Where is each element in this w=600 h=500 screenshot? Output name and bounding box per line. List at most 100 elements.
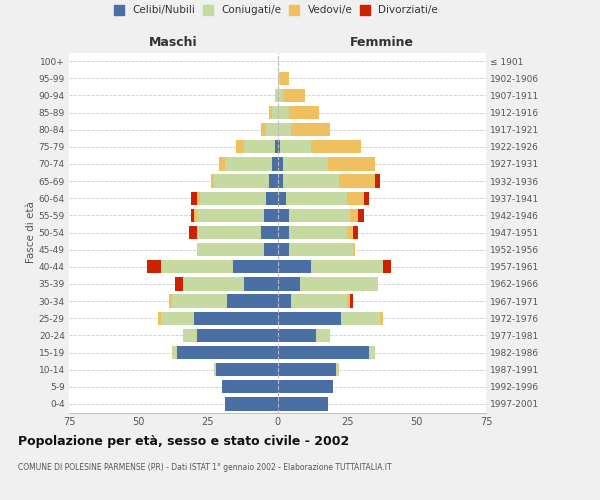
Bar xyxy=(300,277,377,290)
Bar xyxy=(277,72,280,85)
Bar xyxy=(375,174,380,188)
Bar xyxy=(172,294,227,308)
Bar xyxy=(277,243,289,256)
Legend: Celibi/Nubili, Coniugati/e, Vedovi/e, Divorziati/e: Celibi/Nubili, Coniugati/e, Vedovi/e, Di… xyxy=(114,5,438,15)
Bar xyxy=(219,157,224,170)
Bar xyxy=(347,226,353,239)
Bar xyxy=(283,88,305,102)
Bar xyxy=(380,312,383,325)
Bar xyxy=(172,346,178,359)
Bar xyxy=(269,106,272,119)
Bar xyxy=(280,140,311,153)
Bar xyxy=(194,208,197,222)
Bar xyxy=(311,260,383,274)
Bar xyxy=(289,106,319,119)
Bar xyxy=(161,260,233,274)
Text: Popolazione per età, sesso e stato civile - 2002: Popolazione per età, sesso e stato civil… xyxy=(18,435,349,448)
Bar xyxy=(358,208,364,222)
Bar xyxy=(292,123,331,136)
Text: Femmine: Femmine xyxy=(350,36,414,49)
Bar xyxy=(263,208,277,222)
Bar xyxy=(261,226,277,239)
Bar xyxy=(197,328,277,342)
Bar xyxy=(266,123,277,136)
Bar xyxy=(272,157,277,170)
Bar xyxy=(277,312,341,325)
Bar xyxy=(283,174,338,188)
Bar xyxy=(277,157,283,170)
Bar xyxy=(383,260,391,274)
Bar xyxy=(161,312,194,325)
Bar xyxy=(350,208,358,222)
Bar xyxy=(191,208,194,222)
Bar xyxy=(277,208,289,222)
Bar xyxy=(197,208,263,222)
Bar xyxy=(283,157,328,170)
Bar xyxy=(222,380,277,394)
Bar xyxy=(277,174,283,188)
Bar xyxy=(266,192,277,205)
Bar xyxy=(277,328,316,342)
Bar xyxy=(311,140,361,153)
Bar xyxy=(364,192,369,205)
Bar xyxy=(277,140,280,153)
Bar xyxy=(197,192,200,205)
Bar xyxy=(347,192,364,205)
Bar xyxy=(263,243,277,256)
Bar xyxy=(194,312,277,325)
Bar xyxy=(289,226,347,239)
Bar xyxy=(277,106,289,119)
Bar xyxy=(224,157,272,170)
Bar xyxy=(353,226,358,239)
Bar xyxy=(183,328,197,342)
Bar xyxy=(217,363,277,376)
Bar xyxy=(277,123,292,136)
Bar xyxy=(175,277,183,290)
Bar xyxy=(183,277,244,290)
Text: Maschi: Maschi xyxy=(149,36,197,49)
Bar xyxy=(341,312,380,325)
Y-axis label: Fasce di età: Fasce di età xyxy=(26,202,36,264)
Bar xyxy=(277,380,333,394)
Bar xyxy=(197,226,261,239)
Bar xyxy=(236,140,244,153)
Bar xyxy=(233,260,277,274)
Bar xyxy=(147,260,161,274)
Bar xyxy=(214,174,269,188)
Bar xyxy=(224,397,277,410)
Bar xyxy=(200,192,266,205)
Bar xyxy=(214,363,217,376)
Bar xyxy=(158,312,161,325)
Bar xyxy=(277,363,336,376)
Bar xyxy=(336,363,338,376)
Bar xyxy=(338,174,375,188)
Bar xyxy=(244,277,277,290)
Bar xyxy=(292,294,347,308)
Bar xyxy=(316,328,331,342)
Bar xyxy=(277,260,311,274)
Bar xyxy=(277,397,328,410)
Bar xyxy=(178,346,277,359)
Bar xyxy=(188,226,197,239)
Bar xyxy=(197,243,263,256)
Bar xyxy=(280,72,289,85)
Bar xyxy=(350,294,353,308)
Bar xyxy=(227,294,277,308)
Bar xyxy=(275,140,277,153)
Bar xyxy=(277,88,283,102)
Bar xyxy=(272,106,277,119)
Bar xyxy=(269,174,277,188)
Text: COMUNE DI POLESINE PARMENSE (PR) - Dati ISTAT 1° gennaio 2002 - Elaborazione TUT: COMUNE DI POLESINE PARMENSE (PR) - Dati … xyxy=(18,462,392,471)
Bar xyxy=(277,226,289,239)
Bar xyxy=(275,88,277,102)
Bar xyxy=(328,157,375,170)
Bar xyxy=(277,346,369,359)
Bar xyxy=(277,192,286,205)
Bar xyxy=(169,294,172,308)
Bar xyxy=(191,192,197,205)
Bar xyxy=(289,208,350,222)
Bar xyxy=(369,346,375,359)
Bar xyxy=(261,123,266,136)
Bar xyxy=(289,243,353,256)
Bar xyxy=(277,294,292,308)
